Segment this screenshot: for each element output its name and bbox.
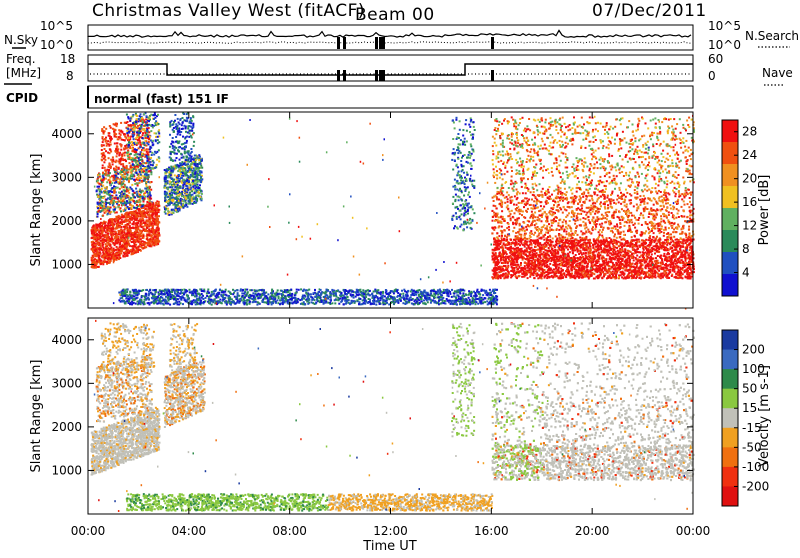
colorbar-swatch	[722, 389, 738, 409]
y-tick-label: 3000	[51, 376, 82, 390]
power-scatter-points	[91, 112, 695, 309]
nsky-label: N.Sky	[4, 33, 38, 47]
noise-right-tick-bottom: 10^0	[708, 38, 741, 52]
y-tick-label: 3000	[51, 170, 82, 184]
nsky-series-line	[88, 30, 691, 37]
x-tick-label: 00:00	[71, 524, 106, 538]
colorbar-swatch	[722, 467, 738, 487]
x-tick-label: 12:00	[373, 524, 408, 538]
velocity-colorbar-tick: -200	[742, 479, 769, 493]
beam-label: Beam 00	[355, 5, 435, 25]
date-label: 07/Dec/2011	[592, 1, 707, 21]
velocity-colorbar-tick: 200	[742, 343, 765, 357]
colorbar-swatch	[722, 330, 738, 350]
x-tick-label: 20:00	[575, 524, 610, 538]
power-panel: 1000 2000 3000 4000 Slant Range [km]	[29, 112, 695, 310]
colorbar-swatch	[722, 428, 738, 448]
y-tick-label: 1000	[51, 463, 82, 477]
nave-label: Nave	[762, 66, 793, 80]
velocity-colorbar-label: Velocity [m s-1]	[757, 365, 772, 467]
freq-label: Freq.	[6, 52, 36, 66]
power-colorbar-tick: 20	[742, 172, 757, 186]
colorbar-swatch	[722, 252, 738, 275]
frequency-series-line	[88, 64, 693, 75]
velocity-scatter-points	[91, 320, 695, 512]
colorbar-swatch	[722, 274, 738, 297]
velocity-colorbar-tick: 50	[742, 382, 757, 396]
y-tick-label: 2000	[51, 214, 82, 228]
y-tick-label: 1000	[51, 257, 82, 271]
freq-left-tick-bottom: 8	[66, 69, 74, 83]
colorbar-swatch	[722, 408, 738, 428]
freq-panel: 18 8 60 0	[60, 52, 723, 83]
cpid-panel: normal (fast) 151 IF	[88, 86, 693, 108]
nsearch-label: N.Search	[745, 29, 799, 43]
velocity-ylabel: Slant Range [km]	[29, 360, 44, 473]
y-tick-label: 4000	[51, 127, 82, 141]
noise-left-tick-bottom: 10^0	[40, 38, 73, 52]
noise-data-gaps	[337, 37, 494, 49]
freq-unit-label: [MHz]	[6, 66, 41, 80]
noise-left-tick-top: 10^5	[40, 19, 73, 33]
power-colorbar-tick: 28	[742, 125, 757, 139]
colorbar-swatch	[722, 369, 738, 389]
power-colorbar-tick: 8	[742, 242, 750, 256]
noise-right-tick-top: 10^5	[708, 19, 741, 33]
x-axis-label: Time UT	[362, 539, 416, 554]
y-tick-label: 4000	[51, 333, 82, 347]
x-tick-label: 08:00	[272, 524, 307, 538]
x-tick-label: 16:00	[474, 524, 509, 538]
cpid-text: normal (fast) 151 IF	[94, 92, 229, 106]
colorbar-swatch	[722, 486, 738, 506]
colorbar-swatch	[722, 164, 738, 187]
colorbar-swatch	[722, 208, 738, 231]
power-colorbar-tick: 12	[742, 219, 757, 233]
colorbar-swatch	[722, 350, 738, 370]
cpid-label: CPID	[6, 91, 38, 105]
power-colorbar-tick: 24	[742, 148, 757, 162]
colorbar-swatch	[722, 447, 738, 467]
y-tick-label: 2000	[51, 420, 82, 434]
nsearch-series-line	[88, 42, 692, 43]
power-ylabel: Slant Range [km]	[29, 154, 44, 267]
x-tick-label: 04:00	[172, 524, 207, 538]
velocity-panel: 1000 2000 3000 4000 Slant Range [km]	[29, 318, 695, 514]
station-title: Christmas Valley West (fitACF)	[92, 1, 365, 21]
velocity-colorbar-tick: 15	[742, 401, 757, 415]
freq-right-tick-bottom: 0	[708, 69, 716, 83]
colorbar-swatch	[722, 142, 738, 165]
power-colorbar-tick: 16	[742, 195, 757, 209]
x-tick-label: 00:00	[676, 524, 711, 538]
freq-left-tick-top: 18	[60, 52, 75, 66]
power-colorbar: 4 8 12 16 20 24 28	[722, 120, 757, 297]
colorbar-swatch	[722, 186, 738, 209]
power-colorbar-tick: 4	[742, 266, 750, 280]
freq-right-tick-top: 60	[708, 52, 723, 66]
power-colorbar-label: Power [dB]	[757, 175, 772, 246]
